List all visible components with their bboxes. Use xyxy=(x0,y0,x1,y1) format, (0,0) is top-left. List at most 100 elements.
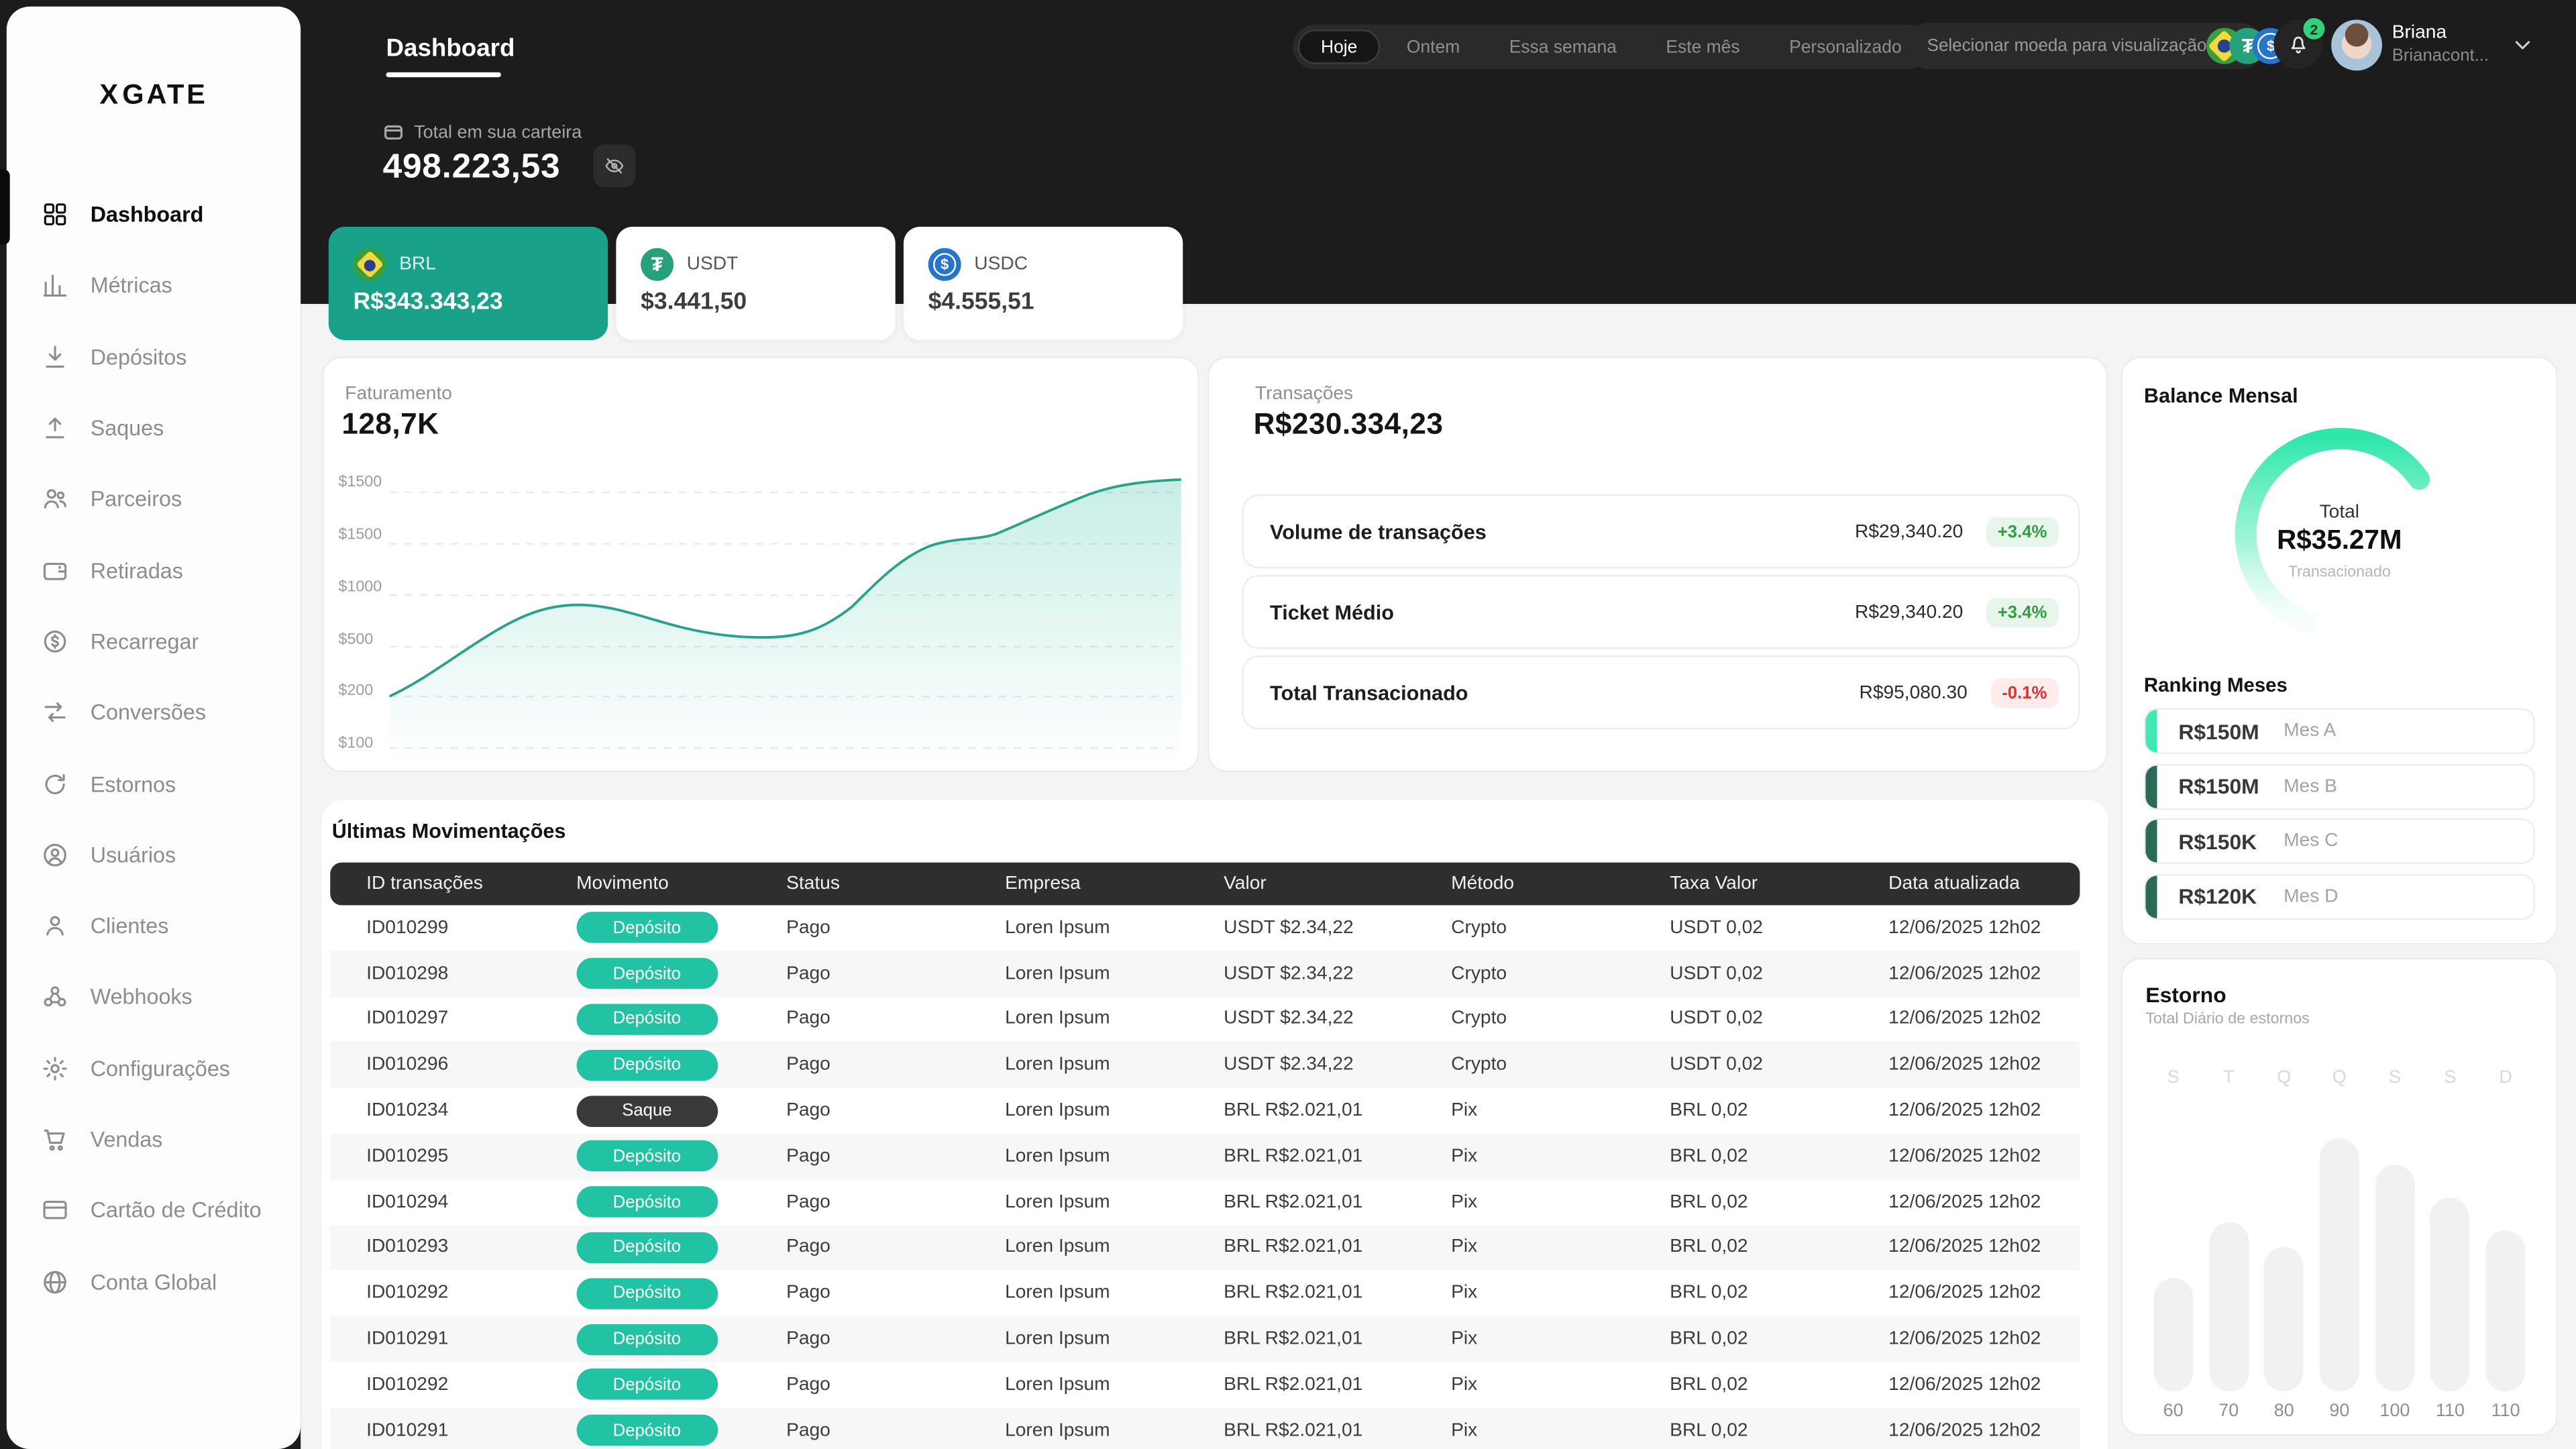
coin-icon xyxy=(641,248,674,281)
day-letter: Q xyxy=(2277,1067,2292,1088)
table-row[interactable]: ID010292 Depósito Pago Loren Ipsum BRL R… xyxy=(330,1362,2080,1407)
date-filter-button[interactable]: Este mês xyxy=(1643,30,1763,64)
eye-off-icon xyxy=(603,154,626,177)
cell-taxa: USDT 0,02 xyxy=(1670,918,1763,938)
sidebar-item[interactable]: Parceiros xyxy=(7,464,301,535)
cell-metodo: Pix xyxy=(1451,1283,1478,1303)
table-row[interactable]: ID010292 Depósito Pago Loren Ipsum BRL R… xyxy=(330,1271,2080,1316)
sidebar-item[interactable]: Dashboard xyxy=(7,179,301,250)
movimento-pill: Depósito xyxy=(576,1368,718,1401)
sidebar-item[interactable]: Saques xyxy=(7,392,301,464)
cell-taxa: USDT 0,02 xyxy=(1670,1009,1763,1030)
date-filter-button[interactable]: Ontem xyxy=(1384,30,1483,64)
table-row[interactable]: ID010293 Depósito Pago Loren Ipsum BRL R… xyxy=(330,1224,2080,1271)
y-tick: $500 xyxy=(338,631,374,649)
table-column-header: Taxa Valor xyxy=(1670,873,1758,894)
estorno-bar xyxy=(2430,1197,2470,1392)
app-logo: X GATE xyxy=(7,79,301,112)
sidebar-item[interactable]: Usuários xyxy=(7,819,301,890)
sidebar-item-icon xyxy=(41,343,69,371)
cell-metodo: Crypto xyxy=(1451,963,1507,984)
sidebar-item[interactable]: Recarregar xyxy=(7,606,301,677)
y-tick: $100 xyxy=(338,734,374,753)
ranking-row: R$150M Mes A xyxy=(2143,708,2535,755)
wallet-card-value: $3.441,50 xyxy=(641,289,747,316)
avatar[interactable] xyxy=(2331,19,2383,71)
table-row[interactable]: ID010291 Depósito Pago Loren Ipsum BRL R… xyxy=(330,1407,2080,1449)
currency-select[interactable]: Selecionar moeda para visualização xyxy=(1905,23,2289,69)
wallet-total-value: 498.223,53 xyxy=(382,148,561,186)
toggle-balance-visibility-button[interactable] xyxy=(593,144,636,188)
table-column-header: Status xyxy=(786,873,840,894)
cell-movimento: Depósito xyxy=(540,958,750,989)
cell-metodo: Pix xyxy=(1451,1420,1478,1440)
sidebar-item[interactable]: Webhooks xyxy=(7,961,301,1032)
wallet-card[interactable]: USDC $4.555,51 xyxy=(903,226,1183,340)
notifications-button[interactable]: 2 xyxy=(2273,16,2326,69)
sidebar-item[interactable]: Estornos xyxy=(7,748,301,819)
table-column-header: Método xyxy=(1451,873,1515,894)
logo-x-mark: X xyxy=(99,78,121,111)
table-row[interactable]: ID010234 Saque Pago Loren Ipsum BRL R$2.… xyxy=(330,1088,2080,1134)
cell-id: ID010291 xyxy=(366,1329,449,1349)
day-letter: S xyxy=(2388,1067,2401,1088)
cell-taxa: BRL 0,02 xyxy=(1670,1420,1748,1440)
table-row[interactable]: ID010297 Depósito Pago Loren Ipsum USDT … xyxy=(330,997,2080,1042)
cell-valor: BRL R$2.021,01 xyxy=(1224,1238,1363,1258)
ranking-accent-bar xyxy=(2145,875,2157,918)
wallet-total-label-row: Total em sua carteira xyxy=(383,121,582,143)
table-row[interactable]: ID010291 Depósito Pago Loren Ipsum BRL R… xyxy=(330,1316,2080,1362)
sidebar-item-label: Usuários xyxy=(90,842,176,867)
metric-value: R$29,340.20 xyxy=(1855,602,1964,622)
estorno-title: Estorno xyxy=(2145,982,2226,1008)
cell-data: 12/06/2025 12h02 xyxy=(1888,1101,2041,1121)
estorno-x-label: 80 xyxy=(2273,1401,2294,1421)
cell-empresa: Loren Ipsum xyxy=(1005,1420,1110,1440)
table-row[interactable]: ID010296 Depósito Pago Loren Ipsum USDT … xyxy=(330,1042,2080,1088)
sidebar-item[interactable]: Conversões xyxy=(7,677,301,748)
table-row[interactable]: ID010299 Depósito Pago Loren Ipsum USDT … xyxy=(330,905,2080,951)
transacoes-panel: Transações R$230.334,23 Volume de transa… xyxy=(1208,356,2108,773)
cell-valor: BRL R$2.021,01 xyxy=(1224,1192,1363,1212)
cell-taxa: BRL 0,02 xyxy=(1670,1146,1748,1167)
sidebar-item[interactable]: Clientes xyxy=(7,890,301,961)
sidebar-item-label: Clientes xyxy=(90,913,169,938)
wallet-card[interactable]: BRL R$343.343,23 xyxy=(328,226,608,340)
chevron-down-icon[interactable] xyxy=(2510,33,2535,58)
sidebar-item-label: Depósitos xyxy=(90,344,187,370)
cell-taxa: USDT 0,02 xyxy=(1670,1055,1763,1075)
sidebar-item[interactable]: Conta Global xyxy=(7,1246,301,1317)
date-filter-button[interactable]: Personalizado xyxy=(1766,30,1925,64)
table-row[interactable]: ID010298 Depósito Pago Loren Ipsum USDT … xyxy=(330,951,2080,997)
estorno-x-label: 60 xyxy=(2163,1401,2184,1421)
sidebar-item[interactable]: Cartão de Crédito xyxy=(7,1175,301,1246)
cell-data: 12/06/2025 12h02 xyxy=(1888,1192,2041,1212)
sidebar-item-label: Métricas xyxy=(90,273,172,299)
y-tick: $1500 xyxy=(338,525,382,544)
sidebar-item[interactable]: Vendas xyxy=(7,1104,301,1175)
date-filter-button[interactable]: Essa semana xyxy=(1486,30,1640,64)
cell-empresa: Loren Ipsum xyxy=(1005,1009,1110,1030)
user-menu[interactable]: Briana Brianacont... xyxy=(2392,23,2489,66)
table-column-header: Data atualizada xyxy=(1888,873,2020,894)
date-filter-button[interactable]: Hoje xyxy=(1297,30,1381,64)
sidebar-item[interactable]: Métricas xyxy=(7,250,301,321)
cell-status: Pago xyxy=(786,918,830,938)
y-tick: $200 xyxy=(338,682,374,700)
wallet-card[interactable]: USDT $3.441,50 xyxy=(616,226,896,340)
sidebar-menu: Dashboard Métricas Depósitos Saques xyxy=(7,179,301,1318)
movimento-pill: Depósito xyxy=(576,1277,718,1309)
transacoes-metric-rows: Volume de transações R$29,340.20 +3.4% T… xyxy=(1242,494,2080,736)
sidebar-item[interactable]: Configurações xyxy=(7,1032,301,1104)
sidebar-item-label: Dashboard xyxy=(90,202,204,227)
cell-valor: USDT $2.34,22 xyxy=(1224,1009,1354,1030)
table-row[interactable]: ID010294 Depósito Pago Loren Ipsum BRL R… xyxy=(330,1179,2080,1225)
sidebar-item[interactable]: Retiradas xyxy=(7,535,301,606)
table-row[interactable]: ID010295 Depósito Pago Loren Ipsum BRL R… xyxy=(330,1133,2080,1179)
cell-metodo: Pix xyxy=(1451,1192,1478,1212)
cell-id: ID010299 xyxy=(366,918,449,938)
day-letter: S xyxy=(2444,1067,2457,1088)
sidebar-item[interactable]: Depósitos xyxy=(7,321,301,392)
faturamento-title: Faturamento xyxy=(345,384,452,405)
sidebar-item-icon xyxy=(41,912,69,940)
